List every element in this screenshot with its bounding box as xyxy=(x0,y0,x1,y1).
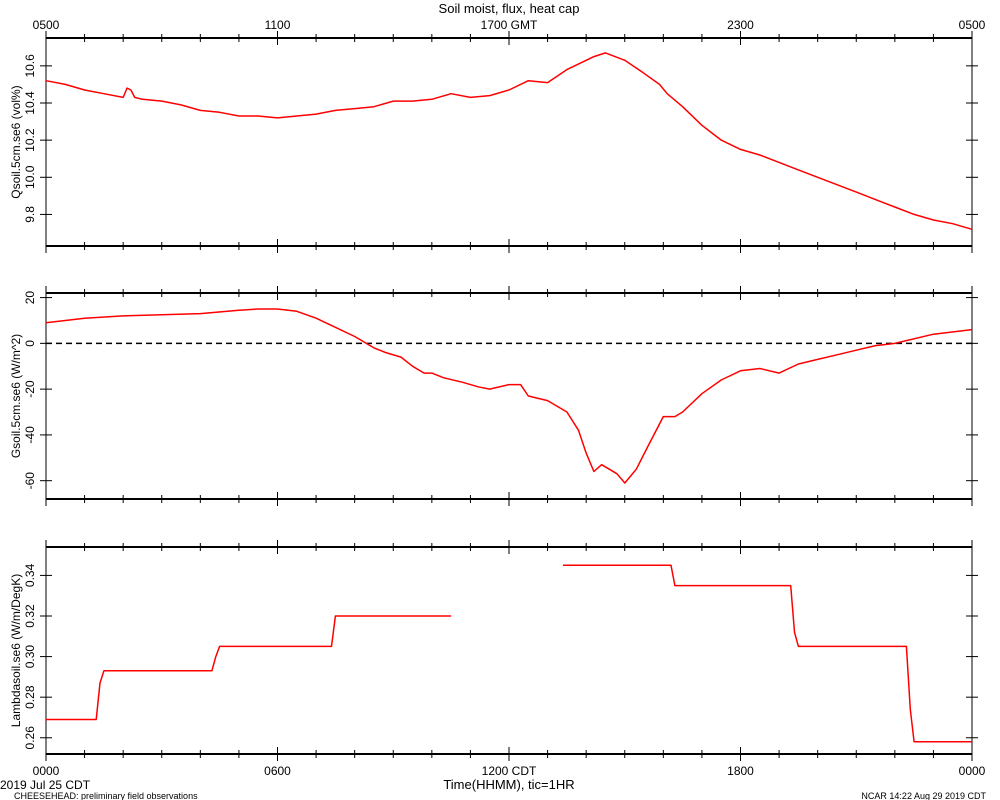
y-tick-label: -60 xyxy=(23,472,37,490)
y-tick-label: -40 xyxy=(23,426,37,444)
top-x-tick-label: 0500 xyxy=(959,18,986,32)
plot-frame xyxy=(45,37,973,247)
series-line xyxy=(563,564,972,743)
plot-frame xyxy=(45,546,973,755)
y-tick-label: 10.4 xyxy=(23,91,37,115)
series-line xyxy=(45,308,973,484)
plot-frame xyxy=(45,292,973,500)
chart-title: Soil moist, flux, heat cap xyxy=(439,1,580,16)
y-tick-label: -20 xyxy=(23,380,37,398)
x-tick-label: 1800 xyxy=(727,764,754,778)
series-line xyxy=(45,52,973,231)
y-tick-label: 20 xyxy=(23,291,37,305)
footer-date-label: 2019 Jul 25 CDT xyxy=(0,778,91,792)
y-tick-label: 10.6 xyxy=(23,54,37,78)
y-tick-label: 0.32 xyxy=(23,604,37,628)
footer-credit-label: NCAR 14:22 Aug 29 2019 CDT xyxy=(861,791,986,800)
y-tick-label: 0.34 xyxy=(23,563,37,587)
y-axis-label: Lambdasoil.se6 (W/m/DegK) xyxy=(9,574,23,727)
x-tick-label: 0000 xyxy=(33,764,60,778)
top-x-tick-label: 1700 GMT xyxy=(481,18,538,32)
x-tick-label: 0600 xyxy=(264,764,291,778)
y-tick-label: 0.30 xyxy=(23,645,37,669)
y-axis-label: Gsoil.5cm.se6 (W/m^2) xyxy=(9,334,23,458)
footer-project-label: CHEESEHEAD: preliminary field observatio… xyxy=(14,791,198,800)
y-tick-label: 0.26 xyxy=(23,726,37,750)
y-tick-label: 9.8 xyxy=(23,206,37,223)
y-tick-label: 0 xyxy=(23,340,37,347)
y-axis-label: Qsoil.5cm.se6 (vol%) xyxy=(9,85,23,198)
y-tick-label: 10.0 xyxy=(23,165,37,189)
x-axis-label: Time(HHMM), tic=1HR xyxy=(443,777,574,792)
x-tick-label: 1200 CDT xyxy=(482,764,537,778)
top-x-tick-label: 1100 xyxy=(265,18,291,32)
series-line xyxy=(46,615,452,721)
x-tick-label: 0000 xyxy=(959,764,986,778)
top-x-tick-label: 0500 xyxy=(33,18,60,32)
y-tick-label: 10.2 xyxy=(23,128,37,152)
top-x-tick-label: 2300 xyxy=(727,18,754,32)
y-tick-label: 0.28 xyxy=(23,685,37,709)
